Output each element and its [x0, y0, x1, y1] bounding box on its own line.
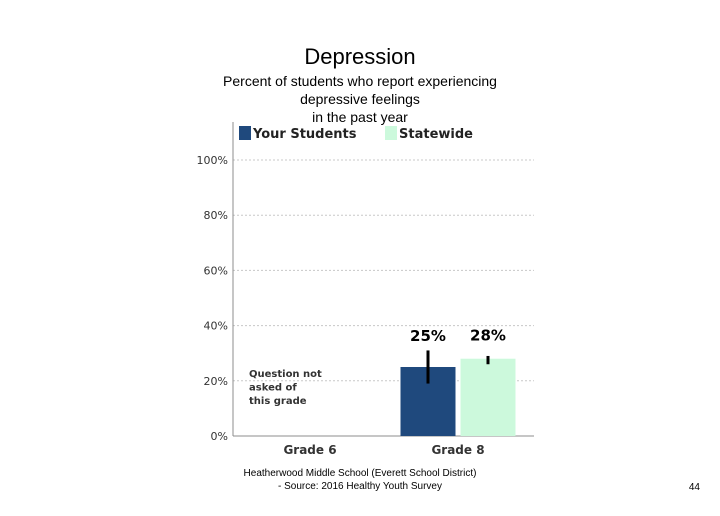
- subtitle-line-1: Percent of students who report experienc…: [223, 73, 497, 107]
- legend-swatch: [239, 126, 251, 140]
- legend-label: Statewide: [399, 127, 473, 142]
- footer-line-1: Heatherwood Middle School (Everett Schoo…: [243, 468, 477, 479]
- annotation-text: asked of: [249, 383, 297, 394]
- data-label: 28%: [470, 327, 506, 345]
- footer-line-2: - Source: 2016 Healthy Youth Survey: [278, 481, 442, 492]
- y-tick-label: 40%: [204, 320, 228, 333]
- chart-title: Depression: [304, 44, 416, 69]
- x-tick-label: Grade 6: [283, 443, 336, 457]
- annotation-text: this grade: [249, 396, 307, 407]
- y-tick-label: 60%: [204, 264, 228, 277]
- subtitle-line-2: in the past year: [312, 109, 408, 125]
- chart-subtitle: Percent of students who report experienc…: [210, 72, 510, 126]
- page-number: 44: [688, 482, 700, 493]
- annotation-text: Question not: [249, 369, 322, 380]
- y-tick-label: 80%: [204, 209, 228, 222]
- bar: [460, 358, 516, 436]
- data-label: 25%: [410, 327, 446, 345]
- y-tick-label: 20%: [204, 375, 228, 388]
- legend-swatch: [385, 126, 397, 140]
- y-tick-label: 0%: [211, 430, 228, 443]
- legend-label: Your Students: [252, 127, 357, 142]
- footer: Heatherwood Middle School (Everett Schoo…: [210, 467, 510, 493]
- y-tick-label: 100%: [197, 154, 228, 167]
- x-tick-label: Grade 8: [431, 443, 484, 457]
